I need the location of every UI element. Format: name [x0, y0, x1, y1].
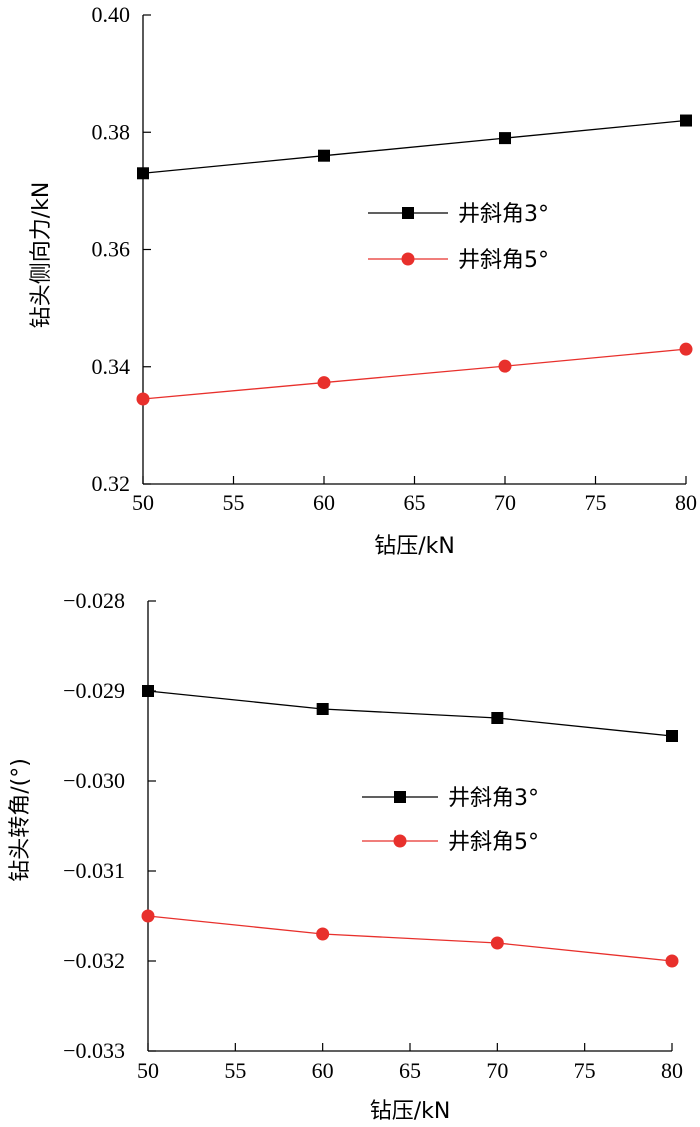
- x-tick-label: 50: [137, 1058, 159, 1083]
- y-axis-title: 钻头转角/(°): [8, 758, 33, 882]
- series-2: [141, 909, 679, 968]
- data-point: [666, 730, 678, 742]
- series-2: [136, 342, 693, 406]
- legend-entry-1: 井斜角3°: [368, 202, 549, 227]
- y-tick-label: 0.32: [92, 471, 131, 496]
- x-tick-label: 80: [661, 1058, 683, 1083]
- chart-1: 50 55 60 65 70 75 80 0.32 0.34 0.36 0.38 0.40 钻压/kN 钻…: [29, 2, 697, 559]
- y-axis-title: 钻头侧向力/kN: [29, 182, 54, 329]
- data-point: [316, 927, 330, 941]
- series-1: [142, 685, 678, 742]
- data-point: [490, 936, 504, 950]
- legend-marker: [402, 207, 414, 219]
- x-tick-label: 55: [223, 490, 245, 515]
- data-point: [141, 909, 155, 923]
- data-point: [142, 685, 154, 697]
- legend-entry-2: 井斜角5°: [362, 830, 539, 855]
- x-tick-label: 55: [224, 1058, 246, 1083]
- y-tick-label: −0.029: [63, 678, 125, 703]
- y-tick-label: 0.36: [92, 237, 131, 262]
- legend-entry-1: 井斜角3°: [362, 786, 539, 811]
- data-point: [317, 376, 331, 390]
- chart-2: 50 55 60 65 70 75 80 −0.033 −0.032 −0.031 −0.030 −0…: [8, 588, 683, 1124]
- legend-marker: [394, 791, 406, 803]
- data-point: [318, 149, 330, 162]
- x-tick-label: 65: [399, 1058, 421, 1083]
- data-point: [316, 703, 329, 715]
- x-tick-label: 70: [494, 490, 516, 515]
- x-tick-label: 65: [404, 490, 426, 515]
- data-point: [137, 167, 149, 180]
- x-tick-label: 50: [132, 490, 154, 515]
- legend-label: 井斜角3°: [448, 786, 539, 811]
- y-tick-label: −0.028: [63, 588, 125, 613]
- x-axis-title: 钻压/kN: [374, 534, 455, 559]
- series-line: [147, 690, 673, 737]
- y-tick-label: 0.34: [92, 354, 131, 379]
- data-point: [679, 342, 693, 356]
- y-tick-label: −0.032: [63, 948, 125, 973]
- y-tick-label: −0.030: [63, 768, 125, 793]
- legend-entry-2: 井斜角5°: [368, 248, 549, 273]
- y-tick-label: 0.38: [92, 119, 131, 144]
- data-point: [498, 359, 512, 373]
- x-tick-label: 75: [574, 1058, 596, 1083]
- x-tick-label: 60: [313, 490, 335, 515]
- x-tick-label: 75: [585, 490, 607, 515]
- data-point: [136, 392, 150, 406]
- series-line: [142, 119, 687, 174]
- data-point: [665, 954, 679, 968]
- y-tick-label: 0.40: [92, 2, 131, 27]
- legend-label: 井斜角3°: [458, 202, 549, 227]
- legend-label: 井斜角5°: [448, 830, 539, 855]
- x-tick-label: 60: [312, 1058, 334, 1083]
- series-1: [137, 114, 692, 180]
- legend-label: 井斜角5°: [458, 248, 549, 273]
- data-point: [491, 712, 504, 724]
- legend-marker: [393, 834, 407, 848]
- x-axis-title: 钻压/kN: [370, 1099, 451, 1124]
- x-tick-label: 80: [675, 490, 697, 515]
- y-tick-label: −0.033: [63, 1038, 125, 1063]
- y-tick-label: −0.031: [63, 858, 125, 883]
- x-tick-label: 70: [486, 1058, 508, 1083]
- data-point: [499, 132, 511, 145]
- data-point: [680, 114, 692, 127]
- series-line: [147, 915, 673, 962]
- legend-marker: [401, 252, 415, 266]
- series-line: [142, 348, 687, 400]
